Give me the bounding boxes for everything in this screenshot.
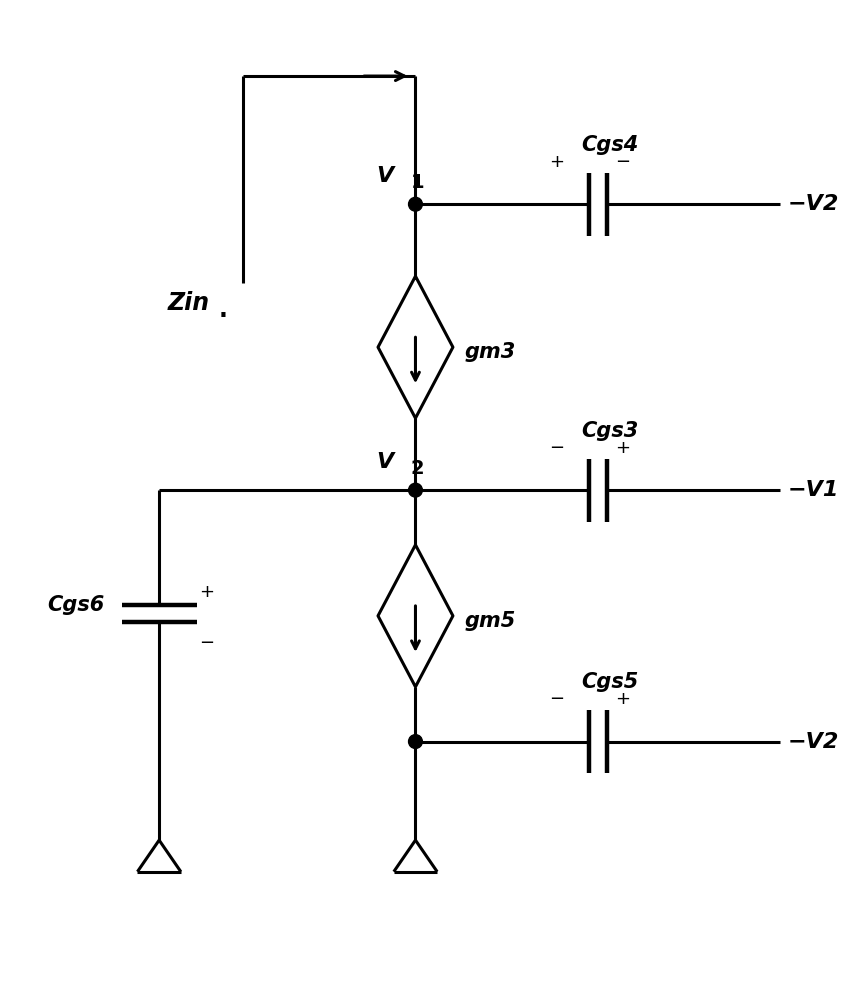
Text: −: −: [615, 153, 630, 171]
Circle shape: [409, 735, 422, 748]
Text: −V2: −V2: [788, 732, 840, 752]
Text: 1: 1: [411, 173, 424, 192]
Text: Zin: Zin: [167, 291, 210, 315]
Text: Cgs5: Cgs5: [581, 672, 638, 692]
Text: −: −: [199, 634, 214, 652]
Text: Cgs6: Cgs6: [48, 595, 105, 615]
Text: +: +: [615, 690, 630, 708]
Text: .: .: [218, 298, 228, 322]
Circle shape: [409, 483, 422, 497]
Text: V: V: [377, 166, 394, 186]
Text: +: +: [549, 153, 564, 171]
Text: +: +: [615, 439, 630, 457]
Text: +: +: [199, 583, 214, 601]
Text: gm3: gm3: [465, 342, 516, 362]
Text: −: −: [549, 439, 564, 457]
Text: −V2: −V2: [788, 194, 840, 214]
Text: Cgs4: Cgs4: [581, 135, 638, 155]
Text: −V1: −V1: [788, 480, 840, 500]
Text: gm5: gm5: [465, 611, 516, 631]
Text: 2: 2: [411, 459, 424, 478]
Text: −: −: [549, 690, 564, 708]
Circle shape: [409, 197, 422, 211]
Text: V: V: [377, 452, 394, 472]
Text: Cgs3: Cgs3: [581, 421, 638, 441]
